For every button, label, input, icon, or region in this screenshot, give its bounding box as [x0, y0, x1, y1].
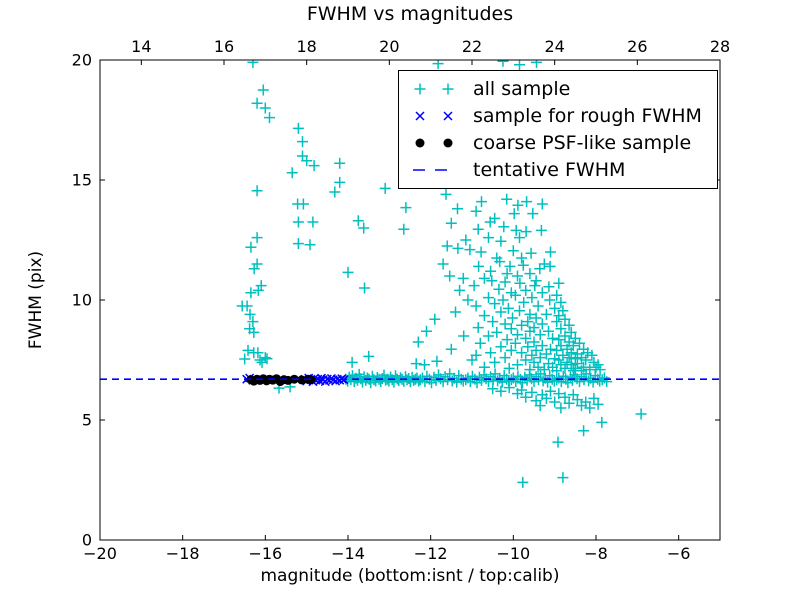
x-tick-label: −6: [667, 544, 691, 563]
legend-entry-tentative-fwhm: tentative FWHM: [407, 157, 717, 183]
tick-marks: [99, 59, 721, 541]
tick-labels: −20 −18 −16 −14 −12 −10 −8 −6 14 16 18 20 22 24 26 28 0 5…: [72, 37, 731, 563]
y-tick-label: 0: [82, 531, 92, 550]
dashed-line-icon: [407, 160, 461, 180]
plus-marker-icon: [407, 79, 461, 99]
x-top-tick-label: 14: [131, 37, 151, 56]
legend-label: tentative FWHM: [473, 159, 626, 182]
chart-title: FWHM vs magnitudes: [306, 3, 514, 25]
y-tick-label: 20: [72, 51, 92, 70]
x-top-tick-label: 28: [710, 37, 730, 56]
x-tick-label: −18: [166, 544, 200, 563]
legend-entry-all-sample: all sample: [407, 76, 717, 102]
x-top-tick-label: 18: [296, 37, 316, 56]
legend-entry-psf-sample: coarse PSF-like sample: [407, 130, 717, 156]
data-layer: [100, 60, 720, 488]
legend-label: all sample: [473, 77, 571, 100]
x-tick-label: −20: [83, 544, 117, 563]
x-top-tick-label: 16: [214, 37, 234, 56]
y-tick-label: 15: [72, 171, 92, 190]
x-top-tick-label: 22: [462, 37, 482, 56]
series-all-sample: [236, 60, 647, 488]
legend-label: coarse PSF-like sample: [473, 132, 692, 155]
series-coarse-PSF-like-sample: [246, 374, 316, 387]
legend-entry-rough-fwhm: sample for rough FWHM: [407, 103, 717, 129]
y-tick-label: 5: [82, 411, 92, 430]
x-marker-icon: [407, 106, 461, 126]
x-top-tick-label: 26: [627, 37, 647, 56]
y-axis-label: FWHM (pix): [26, 250, 46, 350]
x-tick-label: −14: [331, 544, 365, 563]
x-top-tick-label: 24: [544, 37, 564, 56]
x-tick-label: −8: [584, 544, 608, 563]
y-tick-label: 10: [72, 291, 92, 310]
x-top-tick-label: 20: [379, 37, 399, 56]
legend: all sample sample for rough FWHM coarse …: [398, 70, 718, 189]
dot-marker-icon: [407, 133, 461, 153]
x-tick-label: −10: [496, 544, 530, 563]
legend-label: sample for rough FWHM: [473, 104, 702, 127]
x-axis-label: magnitude (bottom:isnt / top:calib): [260, 566, 560, 586]
x-tick-label: −12: [414, 544, 448, 563]
x-tick-label: −16: [248, 544, 282, 563]
